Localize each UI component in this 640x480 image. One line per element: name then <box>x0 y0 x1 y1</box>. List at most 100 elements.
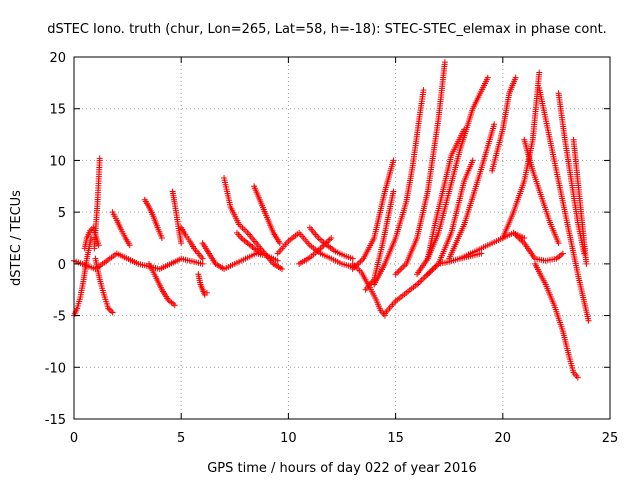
data-point <box>203 289 210 296</box>
data-point <box>536 69 543 76</box>
data-series <box>456 229 528 262</box>
plot-frame <box>73 56 611 420</box>
data-points-layer <box>71 59 592 381</box>
chart-title: dSTEC Iono. truth (chur, Lon=265, Lat=58… <box>47 22 607 37</box>
y-tick-label: 5 <box>58 206 66 221</box>
data-series <box>424 126 468 262</box>
data-series <box>414 74 491 278</box>
data-point <box>418 277 425 284</box>
data-point <box>390 188 397 195</box>
data-series <box>178 224 206 262</box>
data-series <box>349 157 397 273</box>
data-series <box>169 188 185 247</box>
data-point <box>390 157 397 164</box>
x-tick-label: 15 <box>387 431 404 446</box>
data-series <box>349 260 388 319</box>
data-point <box>326 236 333 243</box>
data-point <box>423 272 430 279</box>
data-series <box>510 229 566 264</box>
data-series <box>296 235 335 267</box>
data-point <box>491 121 498 128</box>
data-point <box>420 275 427 282</box>
data-point <box>278 266 285 273</box>
data-point <box>325 237 332 244</box>
data-series <box>555 90 588 257</box>
x-tick-label: 20 <box>495 431 512 446</box>
data-point <box>521 235 528 241</box>
data-series <box>381 250 485 317</box>
data-point <box>171 302 178 309</box>
y-tick-label: 20 <box>49 51 66 66</box>
data-point <box>574 374 581 381</box>
data-series <box>570 136 590 267</box>
data-point <box>178 240 185 247</box>
data-point <box>109 309 116 316</box>
data-point <box>394 269 401 276</box>
data-series <box>362 188 397 293</box>
data-series <box>109 209 133 249</box>
data-point <box>415 280 422 287</box>
data-point <box>585 317 592 324</box>
data-point <box>106 306 113 313</box>
data-point <box>257 250 264 257</box>
data-point <box>421 274 428 281</box>
data-point <box>519 238 526 245</box>
data-point <box>555 240 562 247</box>
data-series <box>371 87 427 288</box>
data-point <box>400 263 407 270</box>
data-point <box>430 265 437 272</box>
data-point <box>427 268 434 275</box>
data-point <box>199 255 206 262</box>
x-tick-label: 10 <box>280 431 297 446</box>
data-series <box>446 121 498 262</box>
data-point <box>417 278 424 285</box>
data-series <box>489 74 519 174</box>
data-point <box>583 260 590 267</box>
data-point <box>199 260 206 267</box>
data-series <box>499 69 543 241</box>
y-tick-label: -10 <box>45 361 66 376</box>
data-series <box>536 85 592 324</box>
y-tick-label: 0 <box>58 258 66 273</box>
data-point <box>484 74 491 81</box>
data-point <box>398 265 405 272</box>
data-series <box>521 136 562 247</box>
data-point <box>420 87 427 94</box>
data-series <box>233 229 264 257</box>
data-point <box>349 255 356 262</box>
data-series <box>531 260 581 381</box>
data-series <box>71 250 206 273</box>
data-point <box>158 235 165 241</box>
data-point <box>512 74 519 81</box>
x-tick-label: 0 <box>70 431 78 446</box>
data-point <box>424 271 431 278</box>
data-point <box>469 157 476 164</box>
data-point <box>105 305 112 312</box>
data-point <box>426 269 433 276</box>
grid-layer <box>74 57 610 419</box>
data-point <box>432 263 439 270</box>
x-tick-label: 25 <box>602 431 619 446</box>
y-tick-label: -5 <box>53 310 66 325</box>
data-point <box>395 268 402 275</box>
data-point <box>441 59 448 66</box>
x-tick-label: 5 <box>177 431 185 446</box>
data-point <box>276 240 283 247</box>
data-point <box>559 250 566 257</box>
data-point <box>478 250 485 257</box>
data-series <box>195 271 210 298</box>
data-point <box>397 266 404 273</box>
y-axis-label: dSTEC / TECUs <box>9 190 24 286</box>
data-point <box>274 257 281 264</box>
x-axis-label: GPS time / hours of day 022 of year 2016 <box>207 461 477 476</box>
data-series <box>424 157 476 278</box>
data-point <box>91 245 98 252</box>
data-series <box>221 175 285 273</box>
y-tick-label: 15 <box>49 103 66 118</box>
y-tick-label: 10 <box>49 154 66 169</box>
data-point <box>95 242 102 249</box>
data-point <box>461 126 468 133</box>
data-point <box>126 242 133 249</box>
ticks-layer: 0 5 10 15 20 25 -15 -10 -5 0 5 10 15 20 <box>45 51 619 446</box>
